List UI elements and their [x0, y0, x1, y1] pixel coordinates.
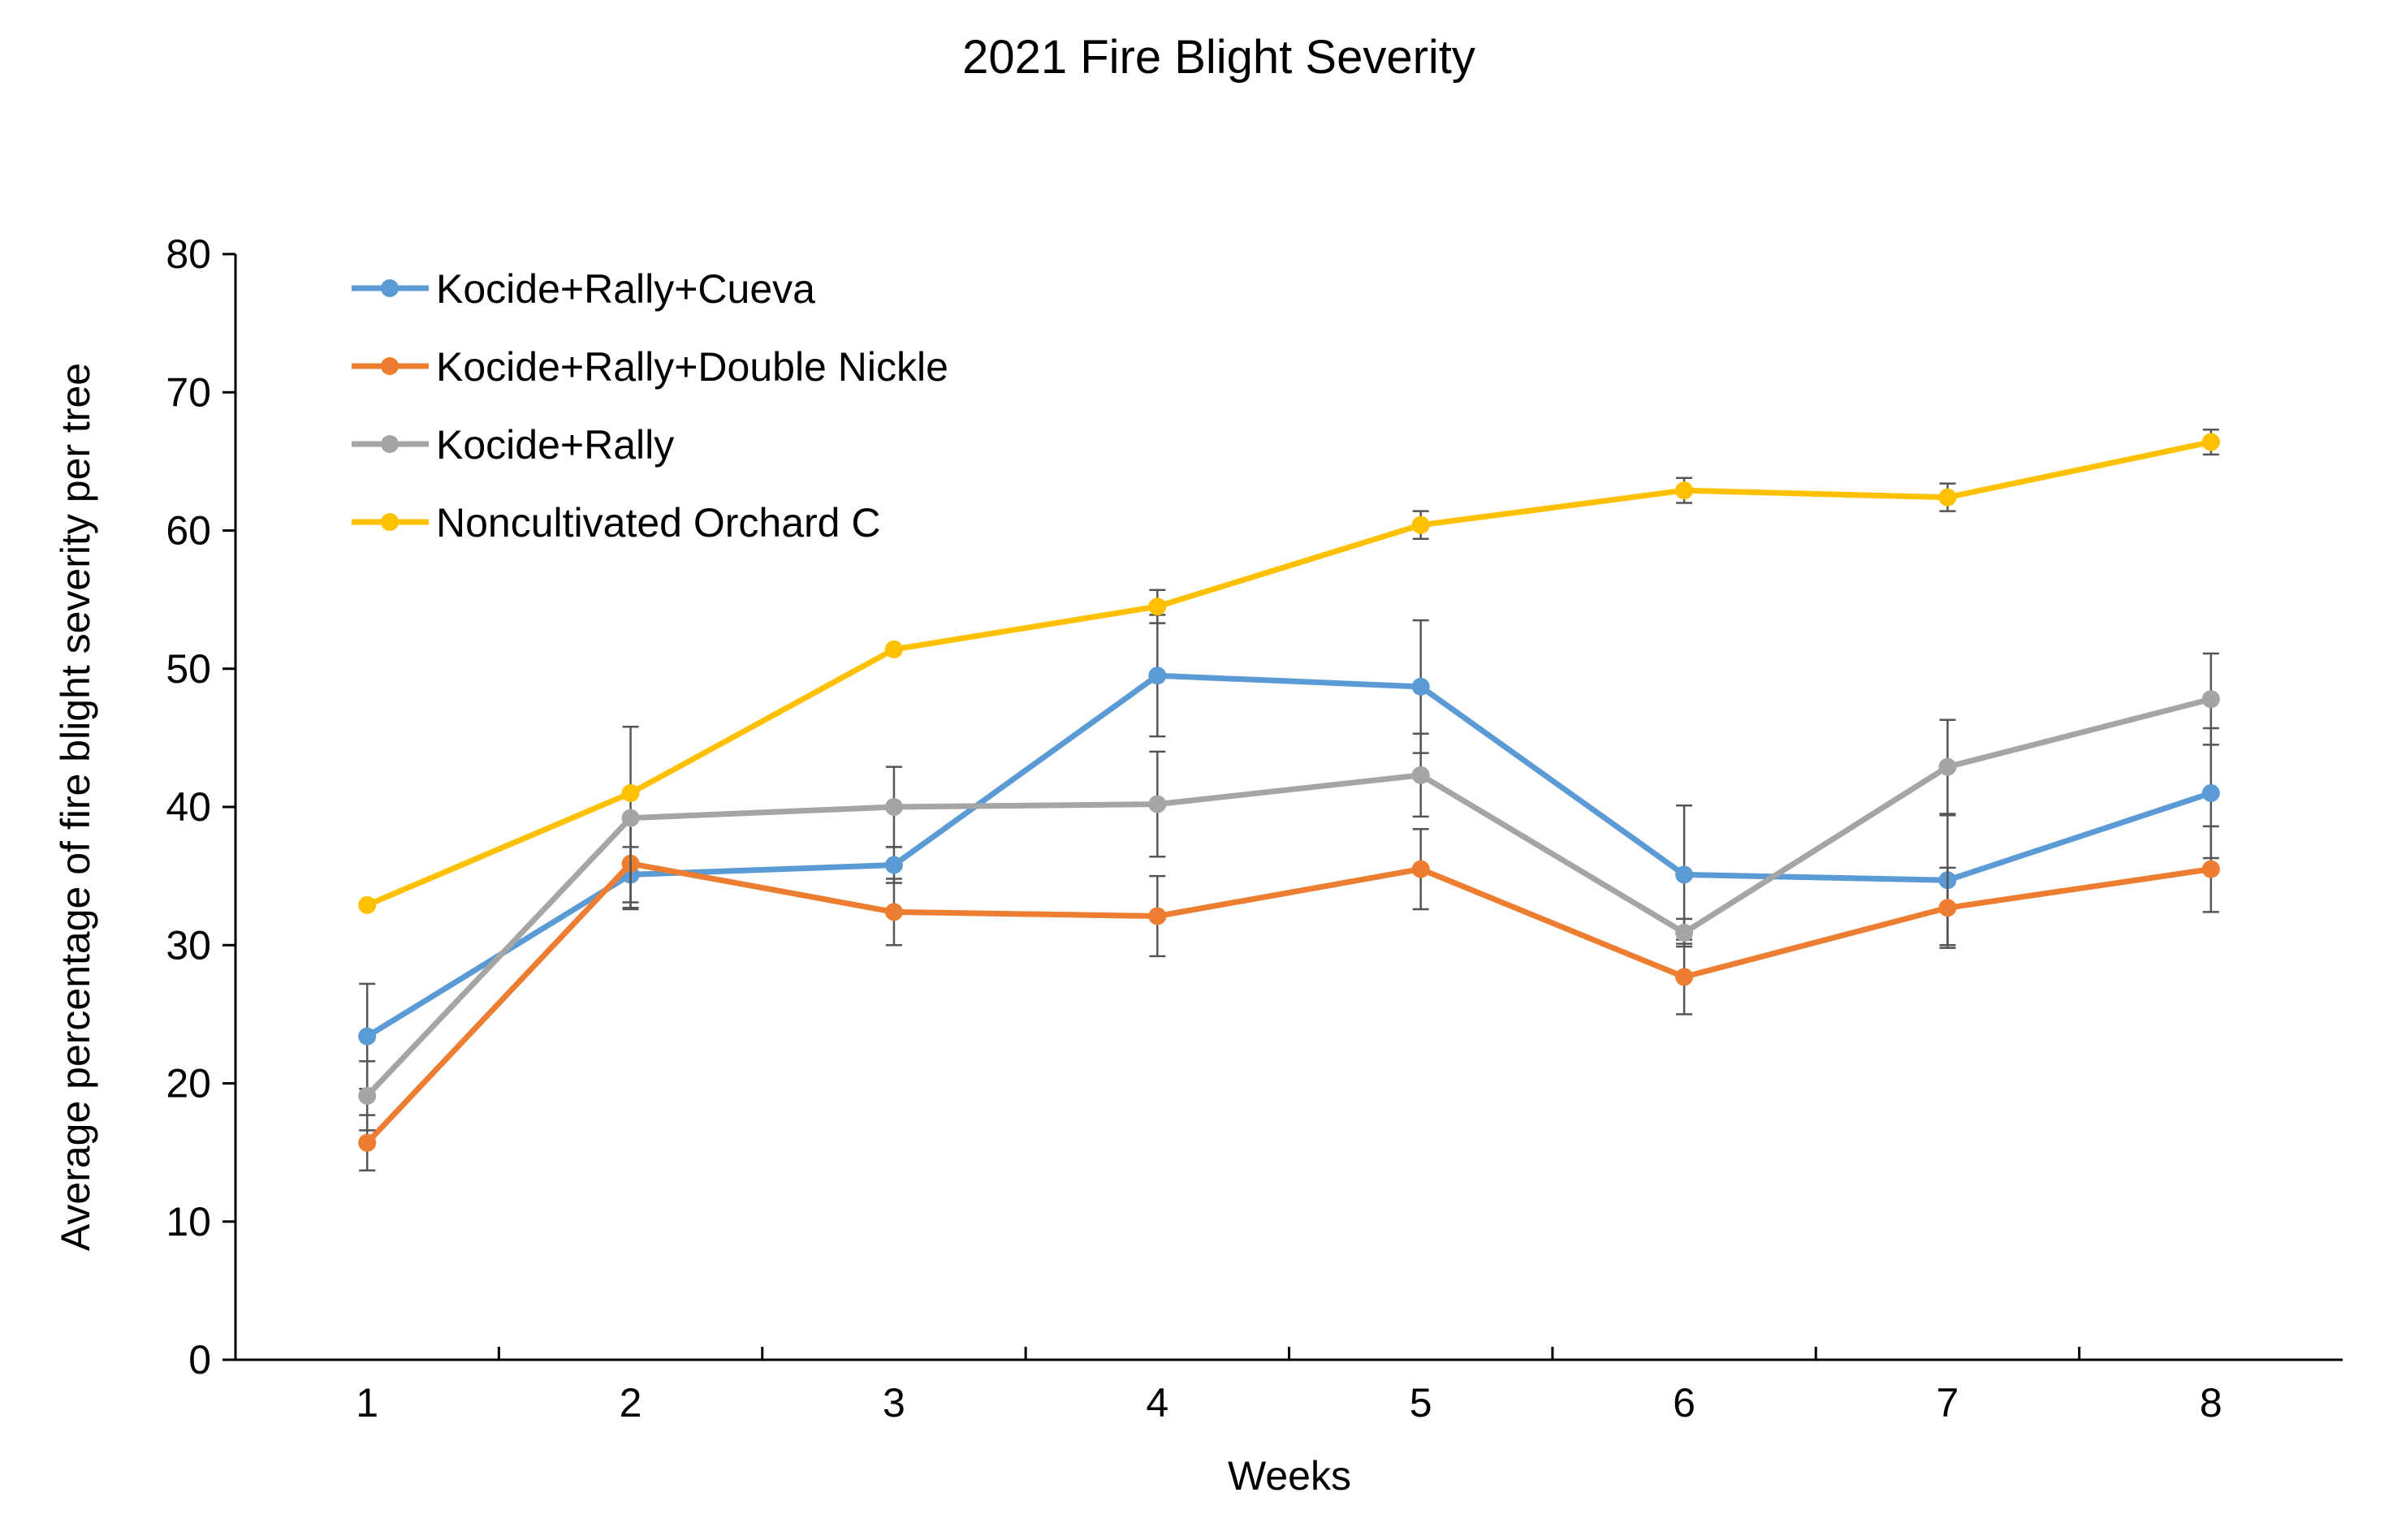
legend-item: Kocide+Rally: [352, 422, 674, 468]
data-point: [1411, 515, 1430, 534]
data-point: [884, 903, 903, 921]
legend-item: Kocide+Rally+Cueva: [352, 266, 815, 312]
x-axis: 1 2 3 4 5 6 7 8: [235, 1347, 2343, 1426]
y-tick-label: 80: [166, 231, 211, 277]
data-point: [1675, 481, 1694, 500]
data-point: [2201, 860, 2220, 878]
data-point: [1411, 766, 1430, 784]
x-tick-label: 5: [1410, 1380, 1432, 1426]
y-tick-label: 60: [166, 508, 211, 554]
data-point: [884, 856, 903, 874]
data-point: [621, 809, 640, 827]
y-tick-label: 70: [166, 369, 211, 415]
legend-swatch-marker: [381, 513, 399, 531]
x-axis-title: Weeks: [1228, 1453, 1351, 1499]
data-point: [1938, 488, 1957, 507]
x-tick-label: 1: [356, 1380, 378, 1426]
y-tick-label: 40: [166, 784, 211, 830]
y-tick-label: 50: [166, 646, 211, 692]
x-tick-label: 2: [620, 1380, 642, 1426]
data-point: [2201, 433, 2220, 451]
data-point: [1411, 860, 1430, 878]
legend-label: Kocide+Rally: [436, 422, 674, 468]
y-tick-label: 10: [166, 1199, 211, 1245]
series-group: [358, 818, 2220, 1172]
series-layer: [358, 428, 2220, 1172]
data-point: [1675, 865, 1694, 884]
data-point: [1148, 597, 1167, 616]
data-point: [1148, 795, 1167, 813]
data-point: [1148, 907, 1167, 925]
data-point: [621, 783, 640, 802]
data-point: [2201, 690, 2220, 709]
legend-label: Noncultivated Orchard C: [436, 500, 880, 546]
y-tick-label: 30: [166, 922, 211, 968]
legend: Kocide+Rally+Cueva Kocide+Rally+Double Ni…: [352, 266, 948, 546]
data-point: [1938, 899, 1957, 917]
chart-title: 2021 Fire Blight Severity: [962, 31, 1475, 84]
x-tick-label: 8: [2200, 1380, 2222, 1426]
series-line: [365, 672, 2212, 1039]
data-point: [1411, 677, 1430, 696]
legend-swatch-marker: [381, 357, 399, 375]
y-tick-label: 0: [188, 1337, 211, 1383]
y-tick-label: 20: [166, 1061, 211, 1106]
series-line: [365, 861, 2212, 1145]
data-point: [358, 1027, 377, 1046]
data-point: [2201, 783, 2220, 802]
series-line: [365, 439, 2212, 908]
data-point: [1148, 666, 1167, 685]
data-point: [1675, 968, 1694, 986]
series-group: [358, 652, 2220, 1132]
series-line: [365, 696, 2212, 1098]
x-tick-label: 3: [883, 1380, 905, 1426]
data-point: [358, 895, 377, 914]
legend-item: Noncultivated Orchard C: [352, 500, 880, 546]
data-point: [884, 640, 903, 658]
x-tick-label: 4: [1146, 1380, 1168, 1426]
series-group: [358, 614, 2220, 1090]
series-group: [358, 428, 2220, 914]
data-point: [358, 1086, 377, 1105]
x-tick-label: 7: [1937, 1380, 1959, 1426]
data-point: [1675, 923, 1694, 942]
data-point: [1938, 757, 1957, 776]
legend-label: Kocide+Rally+Double Nickle: [436, 344, 948, 390]
legend-item: Kocide+Rally+Double Nickle: [352, 344, 948, 390]
data-point: [358, 1133, 377, 1152]
legend-label: Kocide+Rally+Cueva: [436, 266, 815, 312]
legend-swatch-marker: [381, 279, 399, 297]
y-axis: 0 10 20 30 40 50 60 70 80: [166, 231, 237, 1383]
x-tick-label: 6: [1673, 1380, 1695, 1426]
data-point: [884, 798, 903, 816]
y-axis-title: Average percentage of fire blight severi…: [53, 363, 98, 1251]
legend-swatch-marker: [381, 435, 399, 453]
